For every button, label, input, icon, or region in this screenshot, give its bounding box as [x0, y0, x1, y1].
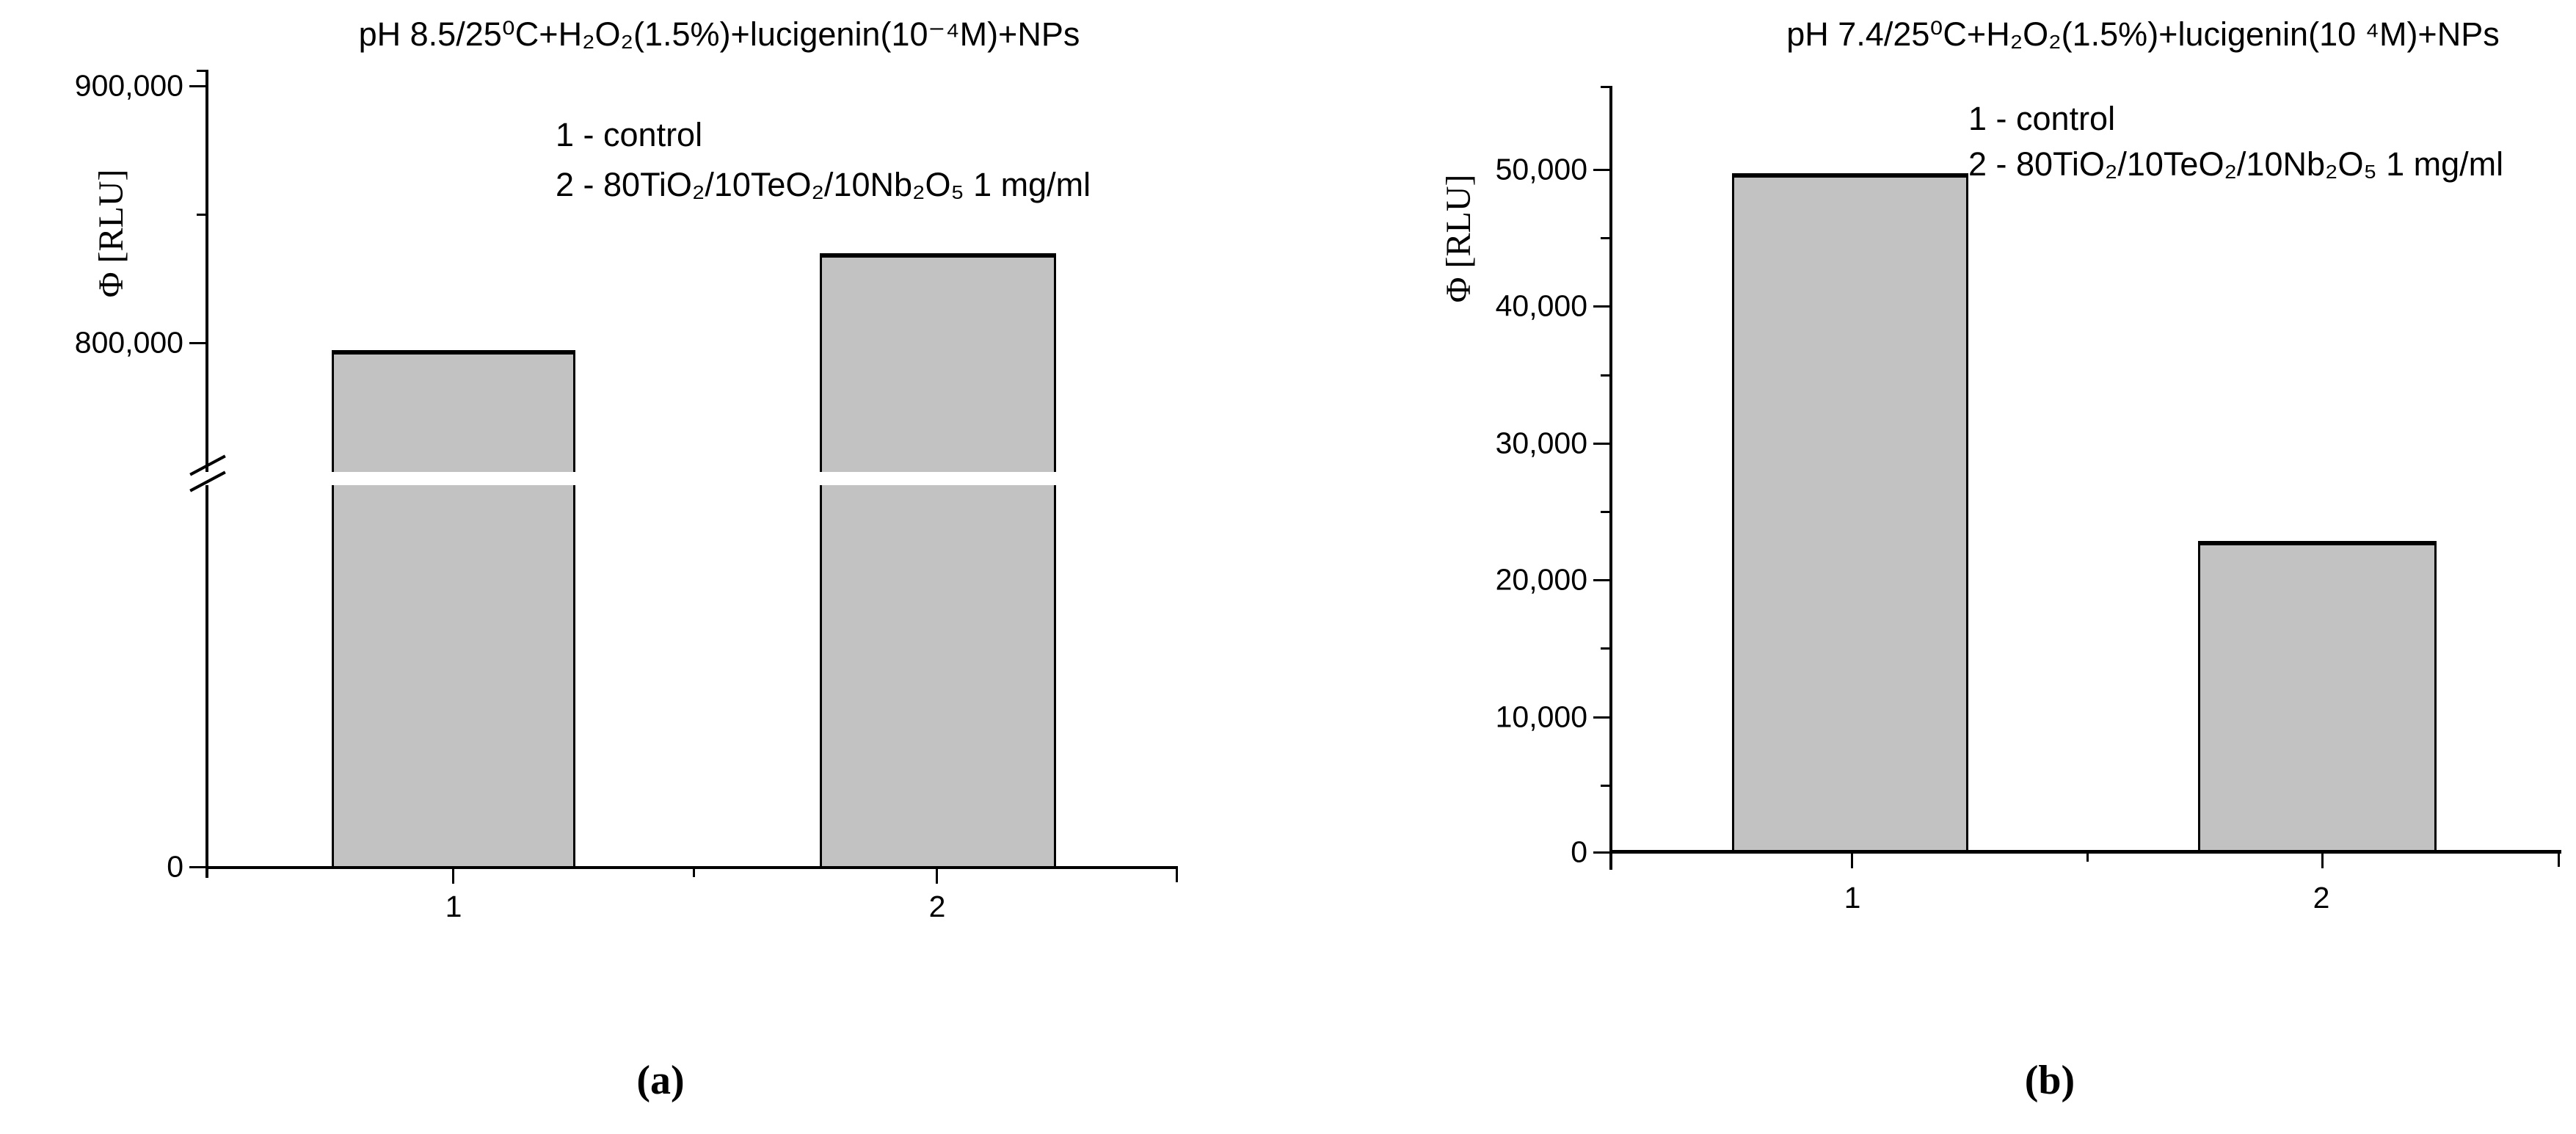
chart-b-x-tick-label-1: 1 [1844, 881, 1861, 915]
chart-b-y-tick-50k [1593, 169, 1610, 171]
chart-a-y-tick-top-minor [197, 70, 206, 72]
chart-a-y-axis-lower [205, 485, 208, 878]
chart-a: pH 8.5/25⁰C+H₂O₂(1.5%)+lucigenin(10⁻⁴M)+… [0, 0, 1248, 1134]
chart-a-bar-2-upper [820, 253, 1056, 472]
chart-a-legend-line-2: 2 - 80TiO₂/10TeO₂/10Nb₂O₅ 1 mg/ml [556, 166, 1091, 203]
chart-b-y-tick-label-0: 0 [1571, 835, 1587, 869]
chart-b: pH 7.4/25⁰C+H₂O₂(1.5%)+lucigenin(10 ⁴M)+… [1248, 0, 2576, 1134]
chart-a-x-tick-2 [936, 869, 938, 884]
chart-b-y-tick-15k-minor [1601, 647, 1610, 650]
chart-b-y-tick-35k-minor [1601, 374, 1610, 377]
chart-b-y-tick-label-20k: 20,000 [1495, 562, 1587, 597]
chart-a-title: pH 8.5/25⁰C+H₂O₂(1.5%)+lucigenin(10⁻⁴M)+… [358, 15, 1080, 53]
chart-a-bar-1-lower [332, 485, 575, 866]
chart-b-y-tick-0 [1593, 851, 1610, 854]
chart-a-y-tick-800k [189, 342, 206, 344]
chart-b-y-tick-40k [1593, 305, 1610, 308]
chart-b-bar-2 [2198, 541, 2437, 850]
chart-a-y-tick-900k [189, 85, 206, 87]
chart-a-y-tick-label-900k: 900,000 [74, 68, 183, 103]
chart-b-bar-1 [1732, 173, 1968, 850]
chart-a-x-tick-label-1: 1 [445, 890, 462, 923]
chart-b-title: pH 7.4/25⁰C+H₂O₂(1.5%)+lucigenin(10 ⁴M)+… [1786, 15, 2500, 53]
chart-a-bar-2-lower [820, 485, 1056, 866]
chart-b-legend-line-2: 2 - 80TiO₂/10TeO₂/10Nb₂O₅ 1 mg/ml [1968, 145, 2504, 183]
chart-b-x-tick-end [2558, 854, 2560, 867]
chart-b-x-axis [1611, 850, 2561, 854]
chart-a-caption: (a) [636, 1058, 685, 1103]
chart-b-y-tick-20k [1593, 579, 1610, 581]
chart-b-y-axis [1609, 86, 1612, 870]
chart-b-y-axis-label: Φ [RLU] [1439, 174, 1478, 303]
chart-b-legend-line-1: 1 - control [1968, 100, 2116, 137]
chart-a-x-tick-mid-minor [693, 869, 695, 877]
chart-a-y-axis-upper [205, 70, 208, 472]
chart-b-y-tick-label-10k: 10,000 [1495, 699, 1587, 734]
chart-a-y-tick-label-800k: 800,000 [74, 325, 183, 360]
chart-b-x-tick-label-2: 2 [2313, 881, 2330, 915]
chart-a-legend-line-1: 1 - control [556, 116, 703, 153]
chart-b-x-tick-1 [1851, 854, 1853, 868]
chart-a-y-tick-850k-minor [197, 214, 206, 216]
chart-a-y-tick-0 [189, 866, 206, 868]
chart-b-x-tick-2 [2321, 854, 2324, 868]
chart-a-bar-1-upper [332, 350, 575, 472]
chart-b-x-tick-mid-minor [2086, 854, 2089, 862]
chart-b-y-tick-label-30k: 30,000 [1495, 426, 1587, 460]
chart-a-x-tick-label-2: 2 [928, 890, 946, 923]
chart-b-y-tick-top-minor [1601, 86, 1610, 88]
chart-b-caption: (b) [2024, 1058, 2075, 1103]
chart-a-x-tick-1 [452, 869, 454, 884]
chart-b-y-tick-30k [1593, 443, 1610, 445]
chart-a-y-tick-label-0: 0 [167, 849, 183, 884]
chart-b-y-tick-5k-minor [1601, 785, 1610, 787]
chart-a-x-tick-end [1176, 869, 1178, 882]
chart-b-y-tick-45k-minor [1601, 237, 1610, 239]
chart-b-y-tick-label-40k: 40,000 [1495, 288, 1587, 323]
chart-b-y-tick-25k-minor [1601, 511, 1610, 513]
chart-b-y-tick-10k [1593, 716, 1610, 719]
chart-a-x-axis [206, 866, 1178, 869]
chart-b-y-tick-label-50k: 50,000 [1495, 152, 1587, 186]
